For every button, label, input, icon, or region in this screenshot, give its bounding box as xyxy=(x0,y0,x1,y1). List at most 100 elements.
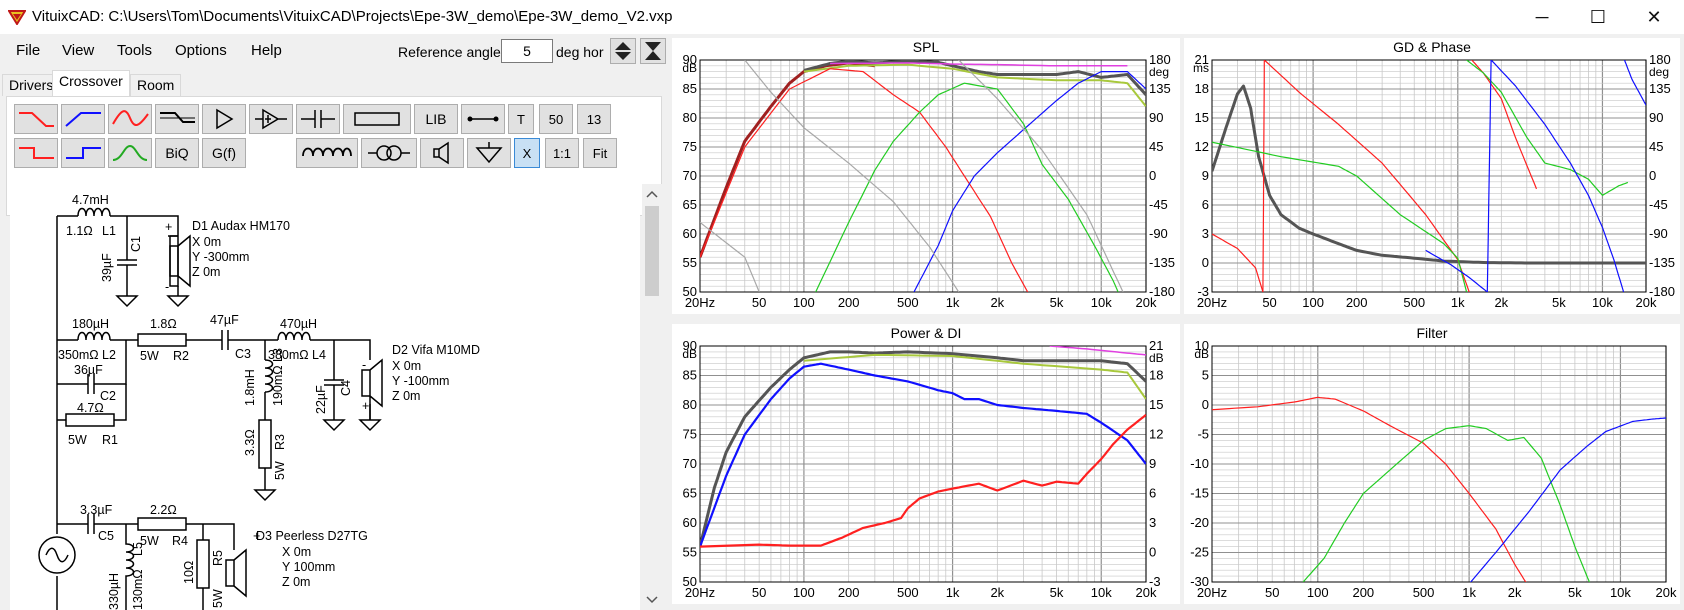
power-di-y-tick: 70 xyxy=(683,456,697,471)
menu-options[interactable]: Options xyxy=(175,42,227,59)
filter-y-tick: -5 xyxy=(1197,427,1209,442)
gd-phase-grid xyxy=(1211,59,1647,293)
schematic-scrollbar[interactable] xyxy=(642,184,662,610)
power-di-y-tick: 80 xyxy=(683,397,697,412)
gd-phase-series-line xyxy=(1466,60,1629,196)
inductor-button[interactable] xyxy=(296,138,358,168)
gd-phase-y2-tick: 90 xyxy=(1649,110,1663,125)
gd-phase-y-tick: -3 xyxy=(1197,284,1209,299)
close-button[interactable]: ✕ xyxy=(1646,6,1662,27)
tab-room[interactable]: Room xyxy=(130,74,182,96)
text-button[interactable]: T xyxy=(508,104,534,134)
c3-value: 47µF xyxy=(210,313,239,327)
delete-toggle-button[interactable]: X xyxy=(514,138,540,168)
filter-grid xyxy=(1211,345,1667,583)
maximize-button[interactable]: ☐ xyxy=(1589,6,1607,27)
l4-value: 470µH xyxy=(280,317,317,331)
ground-button[interactable] xyxy=(467,138,511,168)
spl-x-tick: 1k xyxy=(946,295,960,310)
highpass-1st-button[interactable] xyxy=(61,104,105,134)
allpass-button[interactable] xyxy=(108,104,152,134)
r1-power: 5W xyxy=(68,433,87,447)
spl-x-tick: 500 xyxy=(897,295,919,310)
gd-phase-x-tick: 100 xyxy=(1302,295,1324,310)
menu-bar: File View Tools Options Help xyxy=(0,34,390,68)
crossover-schematic[interactable]: 4.7mH 1.1Ω L1 39µF C1 + - D1 Audax HM170… xyxy=(10,184,640,610)
scroll-up-icon[interactable] xyxy=(642,186,662,202)
power-di-title: Power & DI xyxy=(891,325,962,341)
menu-tools[interactable]: Tools xyxy=(117,42,153,59)
gd-phase-y-tick: 9 xyxy=(1202,168,1209,183)
l3-value: 1.8mH xyxy=(243,369,257,406)
tab-crossover[interactable]: Crossover xyxy=(52,70,130,97)
speaker-icon xyxy=(433,141,449,165)
transfer-function-button[interactable]: G(f) xyxy=(202,138,246,168)
r4-value: 2.2Ω xyxy=(150,503,177,517)
reference-angle-input[interactable] xyxy=(501,39,553,63)
filter-x-tick: 500 xyxy=(1413,585,1435,600)
zoom-50-button[interactable]: 50 xyxy=(539,104,573,134)
highpass-2nd-button[interactable] xyxy=(61,138,105,168)
zoom-13-button[interactable]: 13 xyxy=(577,104,611,134)
scroll-down-icon[interactable] xyxy=(642,592,662,608)
menu-help[interactable]: Help xyxy=(251,42,282,59)
biquad-button[interactable]: BiQ xyxy=(155,138,199,168)
filter-title: Filter xyxy=(1416,325,1447,341)
lowpass-1st-button[interactable] xyxy=(14,104,58,134)
filter-chart[interactable]: Filter 20Hz 50 100 200 500 1k 2k 5k 10k 20k 10 5 0 -5-… xyxy=(1184,324,1680,604)
power-di-x-tick: 100 xyxy=(793,585,815,600)
angle-sweep-button[interactable] xyxy=(640,38,666,64)
capacitor-button[interactable] xyxy=(296,104,340,134)
l1-label: L1 xyxy=(102,224,116,238)
lowpass-2nd-button[interactable] xyxy=(14,138,58,168)
spl-y-unit: dB xyxy=(682,61,697,75)
gd-phase-y2-unit: deg xyxy=(1649,65,1669,79)
r3-label: R3 xyxy=(273,434,287,450)
power-di-series-line xyxy=(700,362,1146,547)
spl-plot-frame xyxy=(699,59,1147,293)
filter-y-unit: dB xyxy=(1194,347,1209,361)
gd-phase-series-line xyxy=(1623,60,1646,106)
minimize-button[interactable]: ─ xyxy=(1535,6,1549,27)
d2-y: Y -100mm xyxy=(392,374,449,388)
buffer-button[interactable] xyxy=(249,104,293,134)
l2-label: L2 xyxy=(102,348,116,362)
resistor-button[interactable] xyxy=(343,104,411,134)
power-di-y-tick: 55 xyxy=(683,545,697,560)
spl-chart[interactable]: SPL 20Hz 50 100 200 500 1k 2k 5k 10k 20k 90 85 80 75 70… xyxy=(672,38,1180,314)
c4-label: C4 xyxy=(339,380,353,396)
wire-button[interactable] xyxy=(461,104,505,134)
spl-y-tick: 50 xyxy=(683,284,697,299)
d3-y: Y 100mm xyxy=(282,560,335,574)
filter-series-line xyxy=(1212,396,1527,582)
zoom-1to1-button[interactable]: 1:1 xyxy=(545,138,579,168)
power-di-x-tick: 1k xyxy=(946,585,960,600)
menu-file[interactable]: File xyxy=(16,42,41,59)
spl-series-line xyxy=(815,82,1119,292)
gd-phase-chart[interactable]: GD & Phase 20Hz 50 100 200 500 1k 2k 5k 10k 20k 21 1… xyxy=(1184,38,1680,314)
shelf-button[interactable] xyxy=(155,104,199,134)
transformer-button[interactable] xyxy=(361,138,417,168)
scrollbar-thumb[interactable] xyxy=(645,206,659,296)
spl-title: SPL xyxy=(913,39,940,55)
d1-y: Y -300mm xyxy=(192,250,249,264)
gd-phase-y2-tick: 180 xyxy=(1649,52,1671,67)
power-di-y-tick: 75 xyxy=(683,427,697,442)
power-di-y-tick: 90 xyxy=(683,338,697,353)
menu-view[interactable]: View xyxy=(62,42,95,59)
driver-button[interactable] xyxy=(420,138,464,168)
library-button[interactable]: LIB xyxy=(414,104,458,134)
power-di-chart[interactable]: Power & DI 20Hz 50 100 200 500 1k 2k 5k 10k 20k 90 8… xyxy=(672,324,1180,604)
filter-y-tick: -20 xyxy=(1190,515,1209,530)
gd-phase-series-line xyxy=(1212,141,1468,292)
d1-x: X 0m xyxy=(192,235,221,249)
gd-phase-y-tick: 12 xyxy=(1195,139,1209,154)
gd-phase-x-tick: 1k xyxy=(1451,295,1465,310)
power-di-x-tick: 5k xyxy=(1050,585,1064,600)
angle-spin-button[interactable] xyxy=(610,38,636,64)
bandpass-button[interactable] xyxy=(108,138,152,168)
amplifier-button[interactable] xyxy=(202,104,246,134)
zoom-fit-button[interactable]: Fit xyxy=(583,138,617,168)
gd-phase-x-tick: 20k xyxy=(1636,295,1657,310)
resistor-icon xyxy=(354,112,400,126)
